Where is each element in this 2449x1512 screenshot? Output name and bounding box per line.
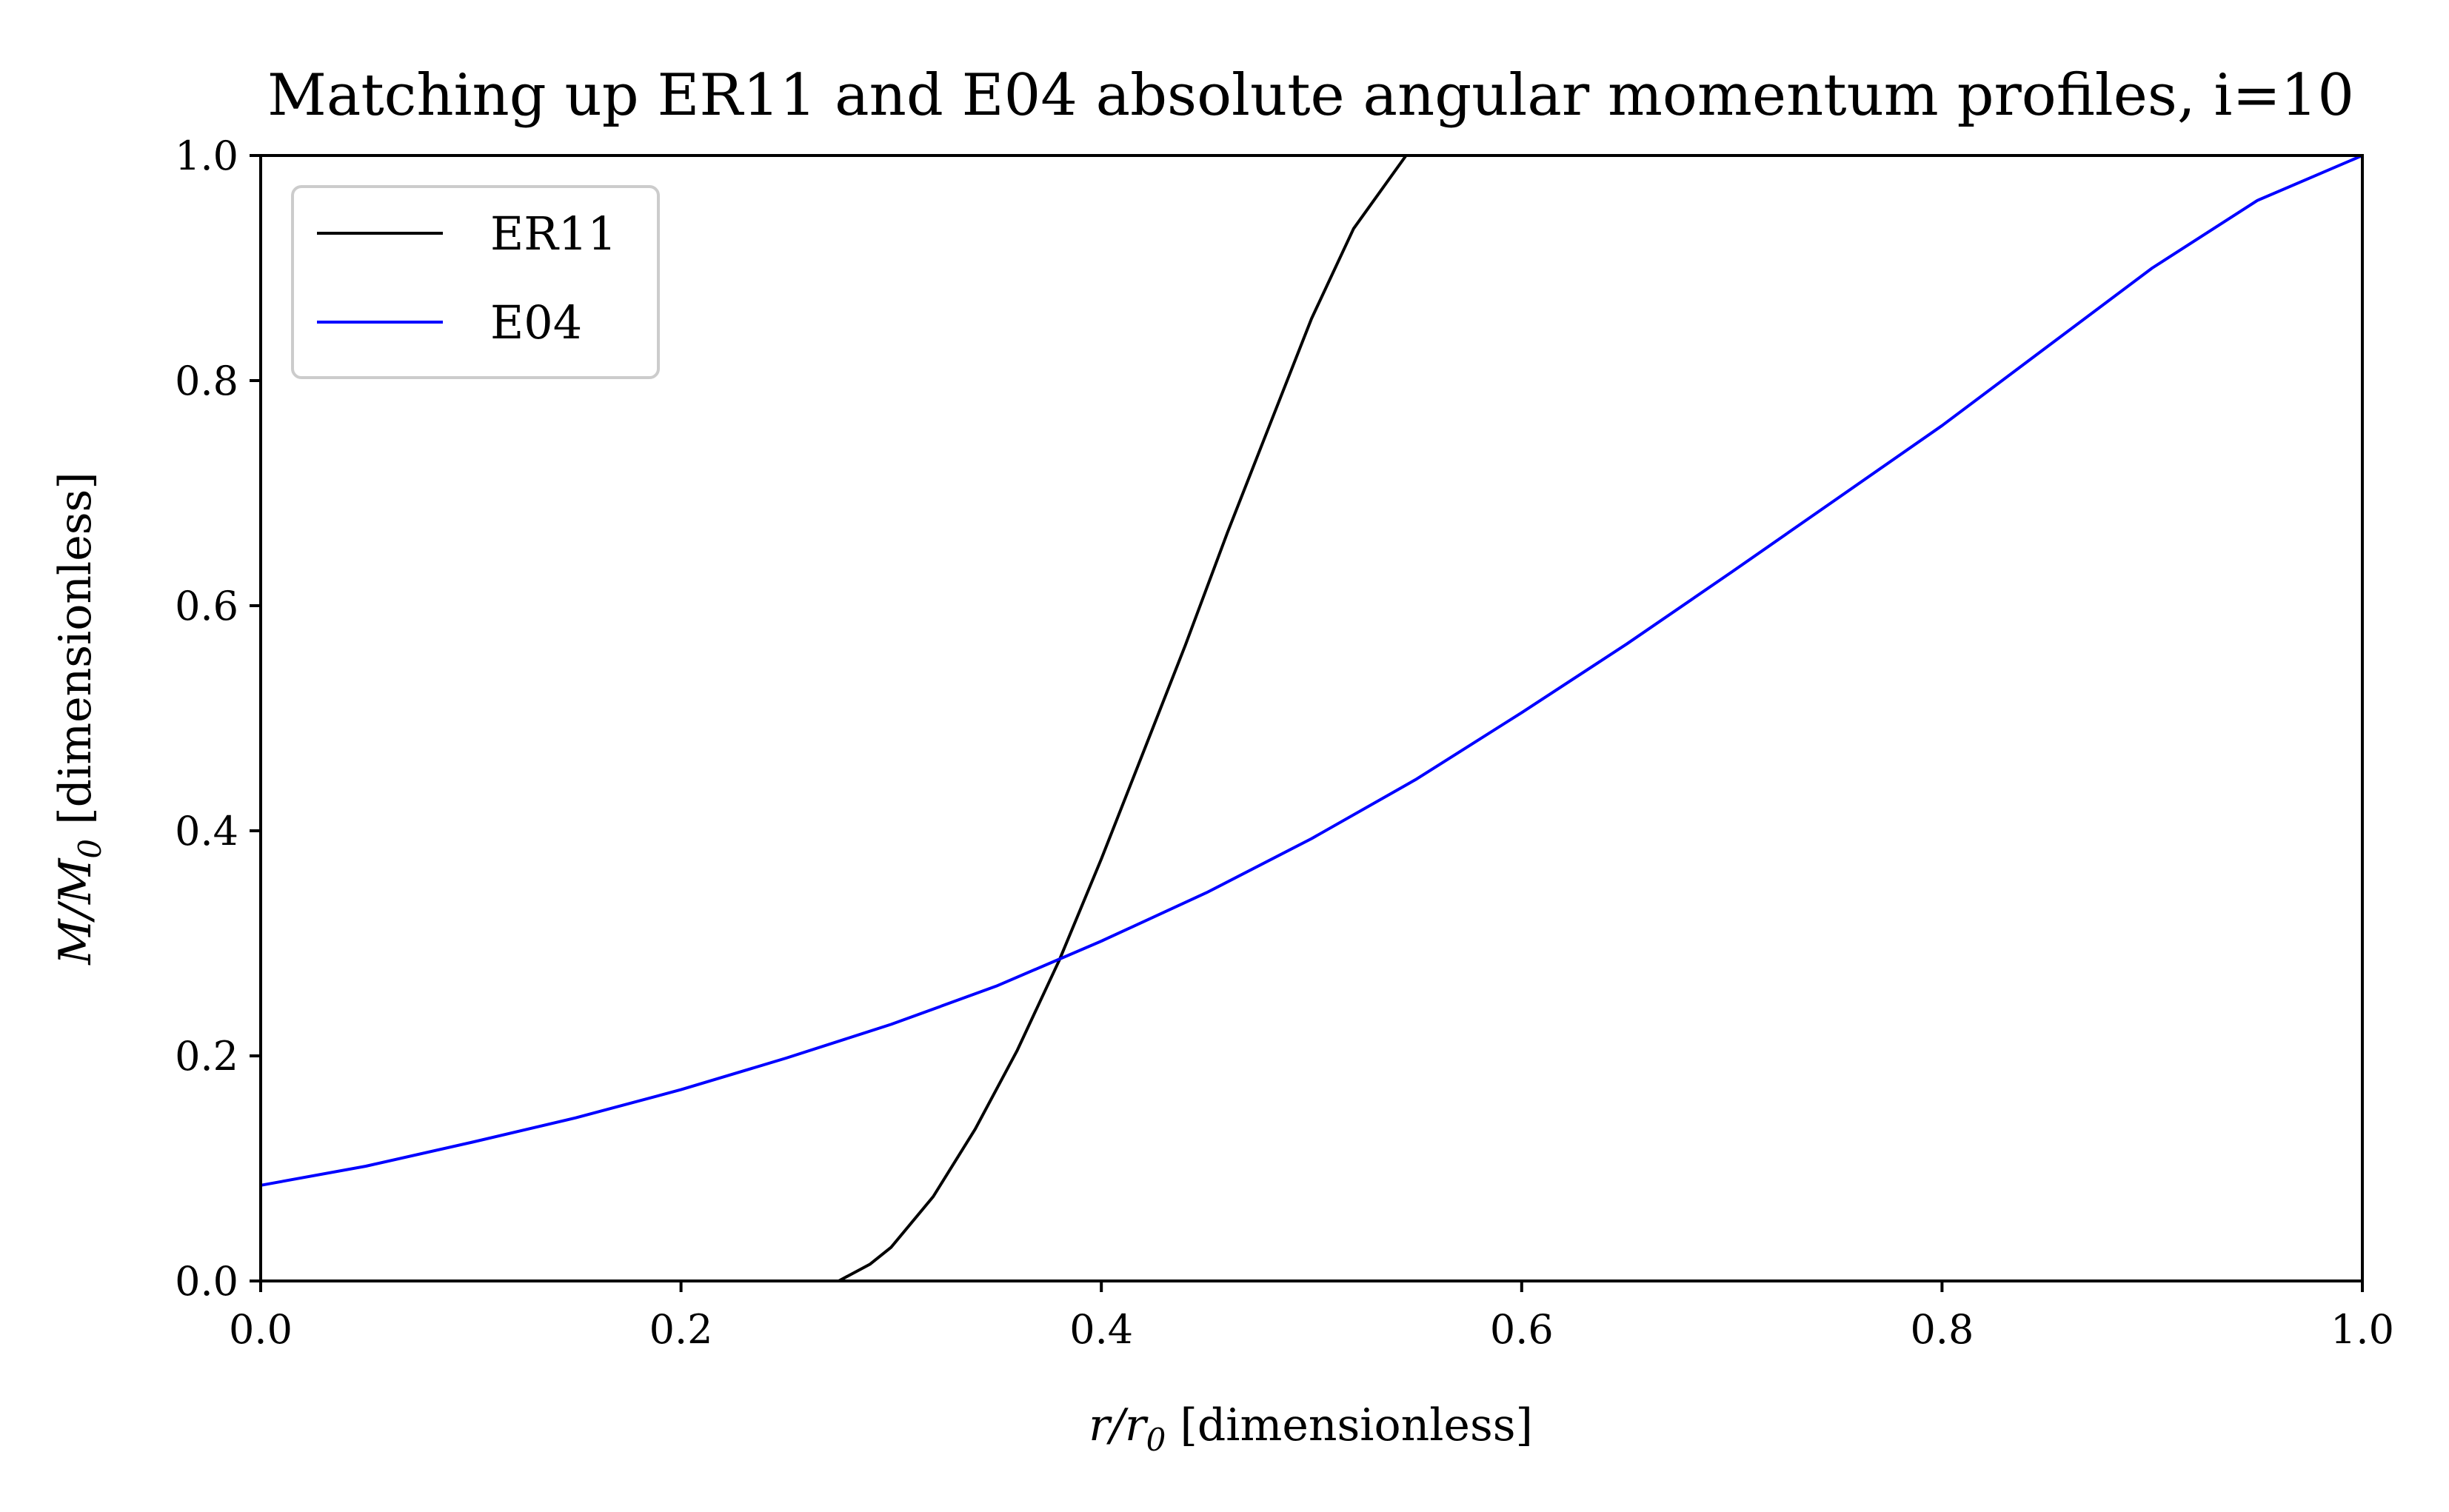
x-tick-label: 0.8 [1910, 1306, 1974, 1353]
x-tick-label: 0.4 [1069, 1306, 1133, 1353]
y-tick-label: 0.8 [175, 358, 238, 404]
legend: ER11 E04 [291, 185, 660, 379]
y-tick-label: 0.2 [175, 1033, 238, 1080]
y-tick-label: 0.6 [175, 583, 238, 629]
legend-label-e04: E04 [490, 295, 582, 349]
x-tick-label: 0.2 [649, 1306, 713, 1353]
x-tick-label: 0.0 [229, 1306, 293, 1353]
y-axis-label: M/M0 [dimensionless] [50, 472, 108, 965]
y-axis-label-sub: 0 [72, 839, 108, 859]
y-tick-label: 0.4 [175, 808, 238, 854]
y-axis-label-var: M/M [50, 857, 101, 966]
x-axis-label-unit: [dimensionless] [1166, 1399, 1533, 1451]
series-line-e04 [260, 154, 2363, 1187]
chart-title: Matching up ER11 and E04 absolute angula… [267, 62, 2354, 129]
x-axis-label: r/r0 [dimensionless] [1089, 1399, 1533, 1458]
x-tick-label: 0.6 [1490, 1306, 1554, 1353]
x-axis-ticks: 0.0 0.2 0.4 0.6 0.8 1.0 [229, 1281, 2394, 1353]
y-axis-ticks: 0.0 0.2 0.4 0.6 0.8 1.0 [175, 133, 261, 1305]
legend-label-er11: ER11 [490, 207, 617, 261]
y-tick-label: 1.0 [175, 133, 238, 179]
x-tick-label: 1.0 [2331, 1306, 2394, 1353]
y-axis-label-unit: [dimensionless] [50, 472, 101, 839]
y-tick-label: 0.0 [175, 1258, 238, 1305]
x-axis-label-sub: 0 [1146, 1422, 1166, 1458]
plot-frame [259, 154, 2364, 1282]
x-axis-label-var: r/r [1089, 1399, 1149, 1451]
